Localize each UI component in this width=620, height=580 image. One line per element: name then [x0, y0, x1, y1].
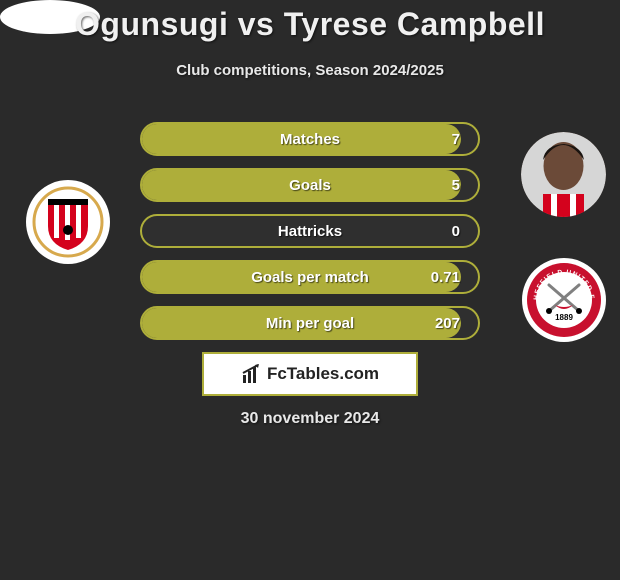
page-title: Ogunsugi vs Tyrese Campbell	[0, 6, 620, 43]
sheffield-united-crest-icon: 1889 SHEFFIELD UNITED FC	[525, 261, 603, 339]
player-face-icon	[521, 132, 606, 217]
stat-value: 5	[452, 177, 460, 194]
bars-icon	[241, 363, 263, 385]
comparison-card: Ogunsugi vs Tyrese Campbell Club competi…	[0, 0, 620, 580]
stat-row-goals: Goals 5	[140, 168, 480, 202]
subtitle: Club competitions, Season 2024/2025	[0, 62, 620, 79]
stat-label: Goals	[142, 177, 478, 194]
stat-value: 0	[452, 223, 460, 240]
stat-label: Matches	[142, 131, 478, 148]
stat-row-goals-per-match: Goals per match 0.71	[140, 260, 480, 294]
stats-block: Matches 7 Goals 5 Hattricks 0 Goals per …	[140, 122, 480, 352]
date-text: 30 november 2024	[0, 410, 620, 428]
stat-row-min-per-goal: Min per goal 207	[140, 306, 480, 340]
stat-row-matches: Matches 7	[140, 122, 480, 156]
stat-value: 207	[435, 315, 460, 332]
stat-value: 0.71	[431, 269, 460, 286]
stat-label: Hattricks	[142, 223, 478, 240]
stat-label: Min per goal	[142, 315, 478, 332]
stat-label: Goals per match	[142, 269, 478, 286]
brand-text: FcTables.com	[267, 364, 379, 384]
svg-text:1889: 1889	[555, 313, 573, 322]
sunderland-crest-icon	[32, 186, 104, 258]
brand-box: FcTables.com	[202, 352, 418, 396]
club-crest-right: 1889 SHEFFIELD UNITED FC	[522, 258, 606, 342]
stat-row-hattricks: Hattricks 0	[140, 214, 480, 248]
stat-value: 7	[452, 131, 460, 148]
player-photo-right	[521, 132, 606, 217]
club-crest-left	[26, 180, 110, 264]
